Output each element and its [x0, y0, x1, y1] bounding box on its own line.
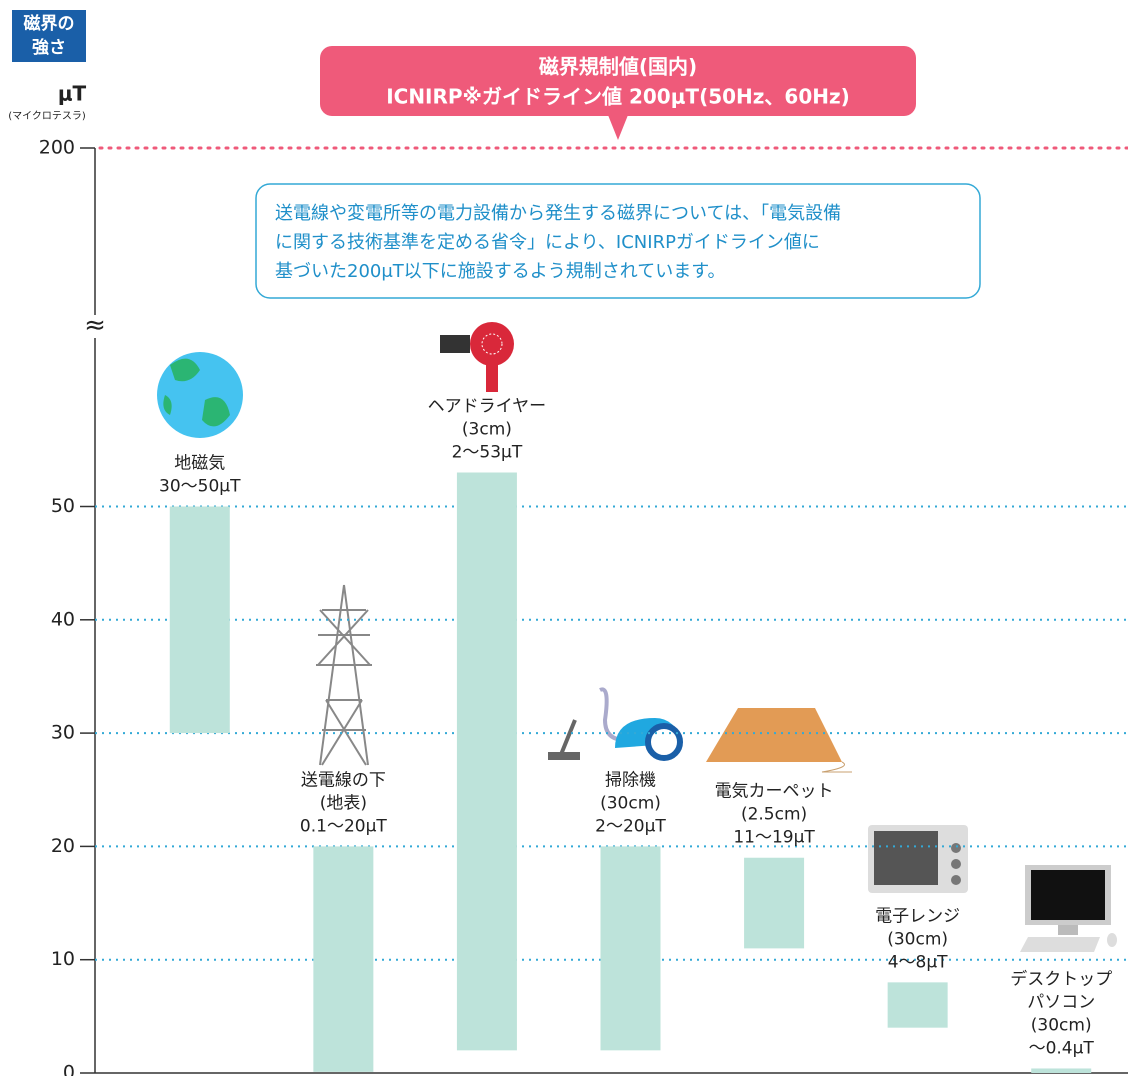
category-label: パソコン — [1027, 992, 1095, 1012]
value-label: 〜0.4μT — [1029, 1038, 1095, 1058]
y-tick-label: 50 — [51, 495, 75, 517]
carpet-icon — [706, 708, 852, 773]
category-label: 電気カーペット — [715, 782, 834, 802]
y-tick-label: 20 — [51, 835, 75, 857]
y-tick-label: 40 — [51, 608, 75, 630]
vacuum-icon — [548, 687, 683, 761]
category-label: (3cm) — [462, 420, 512, 440]
category-label: (30cm) — [1031, 1015, 1092, 1035]
dryer-icon — [440, 322, 514, 392]
bar — [313, 846, 374, 1072]
value-label: 2〜53μT — [452, 443, 523, 463]
note: に関する技術基準を定める省令」により、ICNIRPガイドライン値に — [275, 232, 820, 253]
y-unit-note: (マイクロテスラ) — [8, 110, 86, 122]
note: 送電線や変電所等の電力設備から発生する磁界については、「電気設備 — [275, 203, 841, 224]
bar — [887, 982, 948, 1028]
category-label: (30cm) — [600, 793, 661, 813]
value-label: 2〜20μT — [595, 816, 666, 836]
limit-label: ICNIRP※ガイドライン値 200μT(50Hz、60Hz) — [386, 85, 850, 109]
y-unit: μT — [58, 82, 87, 106]
bar — [456, 472, 517, 1051]
value-label: 4〜8μT — [888, 952, 948, 972]
y-tick-label: 30 — [51, 722, 75, 744]
value-label: 11〜19μT — [733, 828, 815, 848]
value-label: 30〜50μT — [159, 477, 241, 497]
limit-tick-label: 200 — [39, 137, 75, 159]
limit-callout: 磁界規制値(国内) ICNIRP※ガイドライン値 200μT(50Hz、60Hz… — [320, 46, 916, 140]
bar — [1031, 1068, 1092, 1073]
category-label: 掃除機 — [605, 770, 656, 790]
category-label: (2.5cm) — [741, 805, 807, 825]
value-label: 0.1〜20μT — [300, 816, 387, 836]
note-box — [255, 183, 981, 299]
bar — [744, 857, 805, 949]
callout-box — [320, 46, 916, 116]
callout-pointer — [608, 115, 628, 140]
bar — [600, 846, 661, 1051]
category-label: デスクトップ — [1010, 968, 1112, 989]
y-tick-label: 10 — [51, 948, 75, 970]
axis-break: ≈ — [84, 311, 106, 341]
category-label: 電子レンジ — [875, 906, 960, 926]
category-label: (30cm) — [887, 929, 948, 949]
bar — [169, 506, 230, 734]
category-label: (地表) — [320, 793, 367, 813]
microwave-icon — [868, 825, 968, 893]
note: 基づいた200μT以下に施設するよう規制されています。 — [275, 261, 725, 282]
category-label: 地磁気 — [174, 454, 225, 474]
tower-icon — [316, 584, 372, 766]
earth-icon — [157, 352, 243, 438]
y-title: 強さ — [32, 37, 66, 58]
y-title-box — [12, 10, 86, 62]
category-label: ヘアドライヤー — [428, 397, 547, 417]
pc-icon — [1020, 865, 1117, 952]
y-tick-label: 0 — [63, 1062, 75, 1076]
y-title: 磁界の — [24, 13, 75, 34]
limit-title: 磁界規制値(国内) — [539, 55, 697, 79]
category-label: 送電線の下 — [301, 770, 386, 790]
